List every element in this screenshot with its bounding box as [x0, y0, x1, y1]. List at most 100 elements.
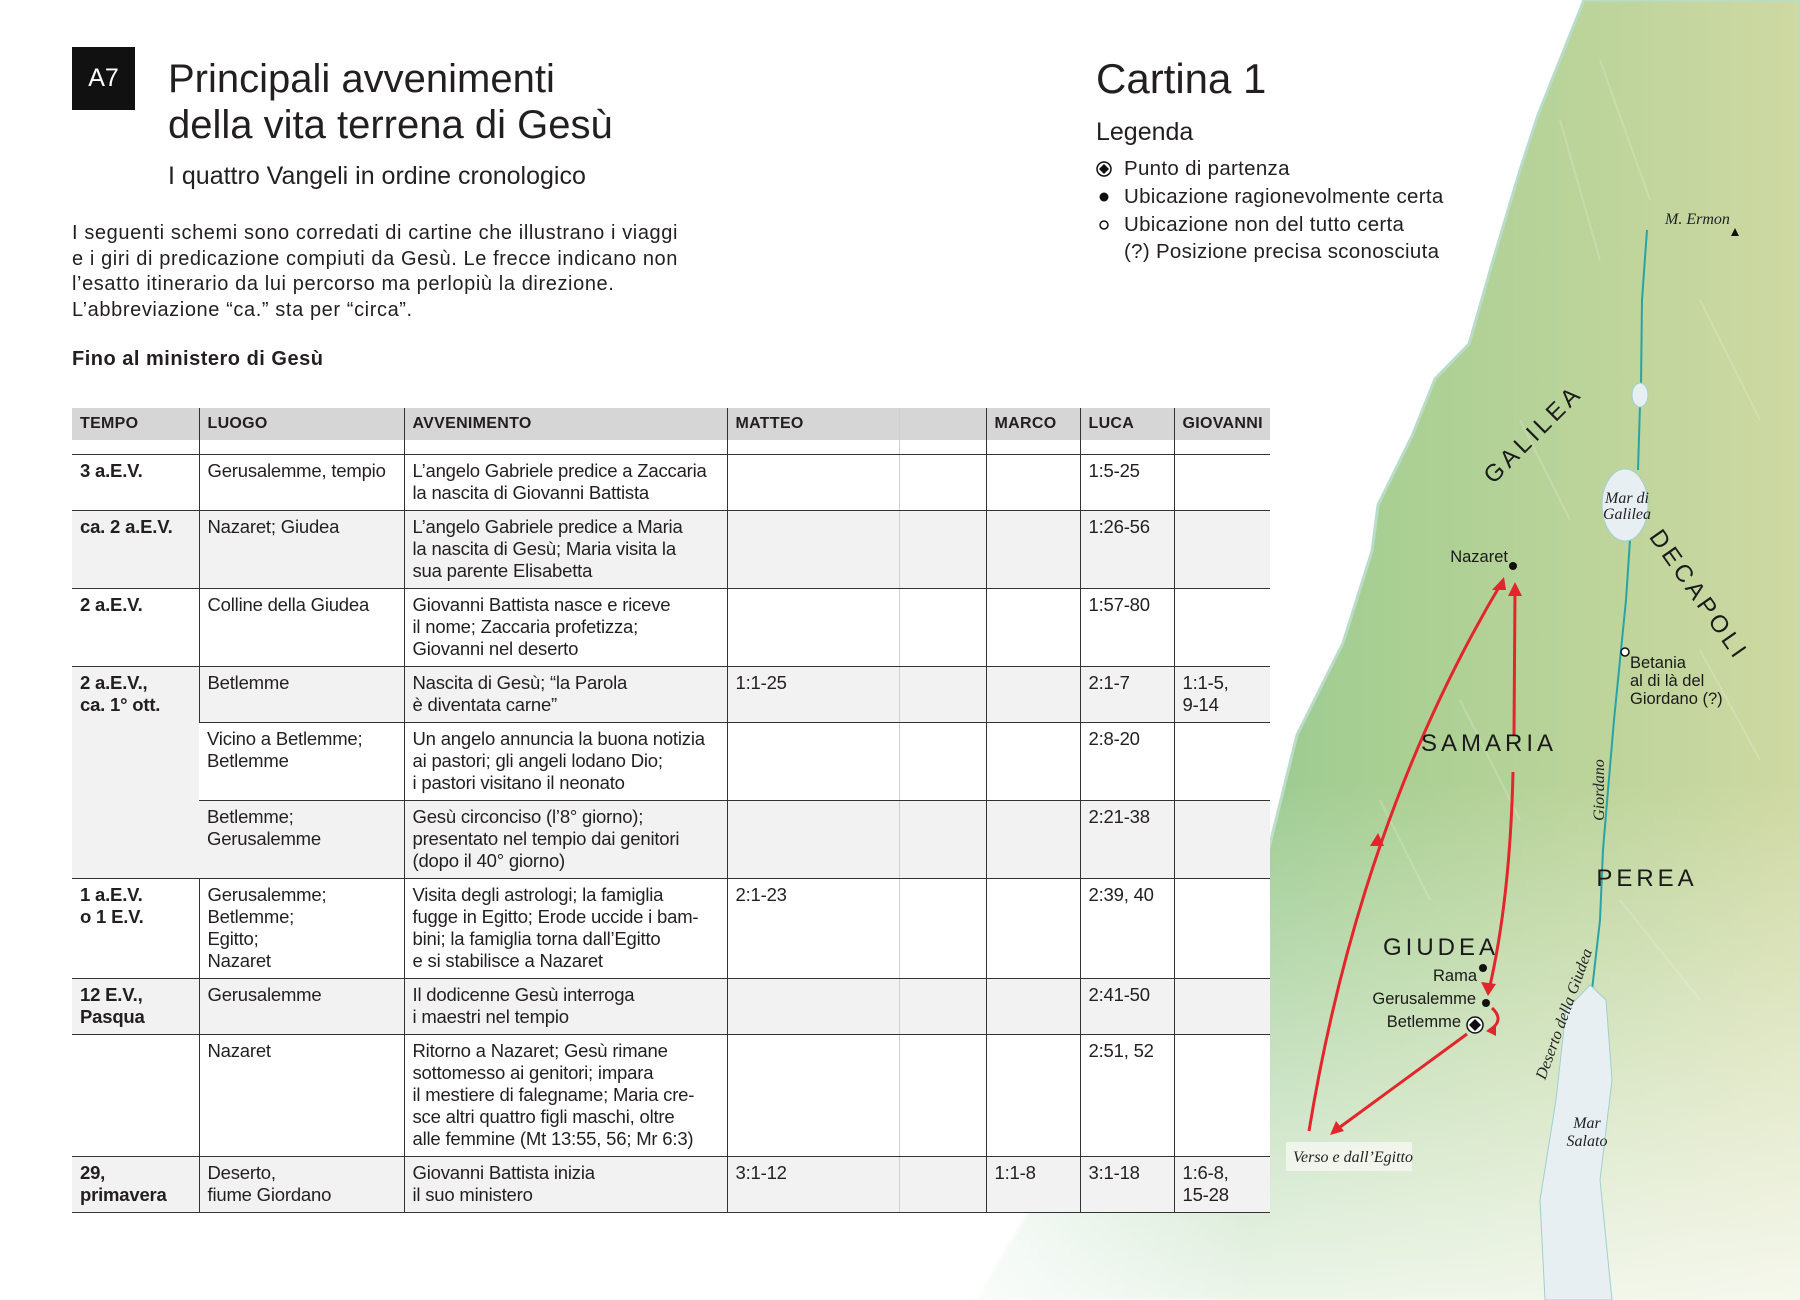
cell-avvenimento: L’angelo Gabriele predice a Zaccaria la …: [403, 454, 727, 511]
gerusalemme-dot: [1482, 999, 1490, 1007]
legend: Punto di partenza Ubicazione ragionevolm…: [1096, 155, 1444, 265]
cell-luca: 2:41-50: [1079, 978, 1174, 1035]
table-row: 1 a.E.V. o 1 E.V. Gerusalemme; Betlemme; …: [72, 878, 1270, 979]
cell-luogo: Colline della Giudea: [198, 588, 404, 667]
cell-giovanni: [1173, 800, 1270, 879]
cell-matteo: 1:1-25: [726, 666, 899, 723]
cell-tempo: ca. 2 a.E.V.: [72, 510, 199, 589]
route-nazaret-up: [1512, 589, 1517, 736]
cell-marco: [985, 800, 1080, 879]
cell-marco: [985, 722, 1080, 801]
table-row: 2 a.E.V., ca. 1° ott. Betlemme Nascita di …: [72, 666, 1270, 879]
label-mar-galilea-1: Mar di: [1604, 490, 1649, 507]
cell-avvenimento: Visita degli astrologi; la famiglia fugg…: [403, 878, 727, 979]
cell-marco: [985, 454, 1080, 511]
table-row: ca. 2 a.E.V. Nazaret; Giudea L’angelo Gabr…: [72, 510, 1270, 589]
label-betania-2: al di là del: [1630, 672, 1704, 690]
mountain-icon: [1731, 228, 1739, 236]
legend-item-certain: Ubicazione ragionevolmente certa: [1096, 183, 1444, 211]
legend-label: Punto di partenza: [1124, 157, 1290, 180]
nazaret-dot: [1509, 562, 1517, 570]
cell-giovanni: 1:1-5, 9-14: [1173, 666, 1270, 723]
cell-blank: [898, 800, 986, 879]
cell-avvenimento: Gesù circonciso (l’8° giorno); presentat…: [403, 800, 727, 879]
sea-of-galilee: [1601, 468, 1649, 542]
events-table: TEMPO LUOGO AVVENIMENTO MATTEO MARCO LUC…: [72, 408, 1270, 1213]
cell-matteo: 2:1-23: [726, 878, 899, 979]
arrowhead-icon: [1370, 833, 1384, 846]
cell-luca: 2:8-20: [1079, 722, 1174, 801]
cell-avvenimento: Giovanni Battista inizia il suo minister…: [403, 1156, 727, 1213]
label-giudea: GIUDEA: [1383, 934, 1499, 961]
cell-avvenimento: Ritorno a Nazaret; Gesù rimane sottomess…: [403, 1034, 727, 1157]
egitto-label-box: [1286, 1142, 1412, 1171]
routes: [1307, 581, 1517, 1132]
cell-giovanni: [1173, 454, 1270, 511]
label-perea: PEREA: [1596, 865, 1697, 892]
cell-marco: [985, 588, 1080, 667]
cell-avvenimento: Il dodicenne Gesù interroga i maestri ne…: [403, 978, 727, 1035]
cell-matteo: [726, 454, 899, 511]
cell-avvenimento: Nascita di Gesù; “la Parola è diventata …: [403, 666, 727, 723]
cell-tempo: [72, 1034, 199, 1157]
table-row: Nazaret Ritorno a Nazaret; Gesù rimane so…: [72, 1034, 1270, 1157]
cell-marco: [985, 666, 1080, 723]
table-row: 29, primavera Deserto, fiume Giordano Giov…: [72, 1156, 1270, 1213]
label-nazaret: Nazaret: [1450, 548, 1508, 566]
cell-luogo: Betlemme: [198, 666, 404, 723]
col-header-luogo: LUOGO: [198, 408, 404, 440]
legend-label: Ubicazione non del tutto certa: [1124, 213, 1405, 236]
table-row: Vicino a Betlemme; Betlemme Un angelo ann…: [72, 722, 1270, 801]
cell-tempo: 1 a.E.V. o 1 E.V.: [72, 878, 199, 979]
cell-luogo: Vicino a Betlemme; Betlemme: [199, 722, 404, 801]
filled-dot-icon: [1096, 188, 1124, 206]
cell-marco: [985, 1034, 1080, 1157]
cell-giovanni: [1173, 1034, 1270, 1157]
cell-matteo: [726, 588, 899, 667]
col-header-luca: LUCA: [1079, 408, 1174, 440]
cell-luogo: Gerusalemme; Betlemme; Egitto; Nazaret: [198, 878, 404, 979]
starting-point-icon: [1096, 160, 1124, 178]
cell-tempo: 2 a.E.V., ca. 1° ott.: [72, 666, 199, 879]
cell-marco: [985, 878, 1080, 979]
table-header-row: TEMPO LUOGO AVVENIMENTO MATTEO MARCO LUC…: [72, 408, 1270, 440]
page-title: Principali avvenimenti della vita terren…: [168, 56, 613, 148]
cell-avvenimento: Giovanni Battista nasce e riceve il nome…: [403, 588, 727, 667]
cell-giovanni: [1173, 978, 1270, 1035]
table-body: 3 a.E.V. Gerusalemme, tempio L’angelo Gabr…: [72, 454, 1270, 1213]
table-row: 12 E.V., Pasqua Gerusalemme Il dodicenne G…: [72, 978, 1270, 1035]
cell-blank: [898, 454, 986, 511]
page-badge: A7: [72, 47, 135, 110]
cell-luogo: Deserto, fiume Giordano: [198, 1156, 404, 1213]
intro-paragraph: I seguenti schemi sono corredati di cart…: [72, 222, 679, 321]
legend-title: Legenda: [1096, 118, 1194, 146]
legend-item-starting-point: Punto di partenza: [1096, 155, 1444, 183]
arrowhead-icon: [1481, 982, 1496, 996]
starting-point-icon: [1466, 1016, 1484, 1034]
cell-blank: [898, 978, 986, 1035]
cell-luogo: Betlemme; Gerusalemme: [199, 800, 404, 879]
arrowhead-icon: [1492, 577, 1506, 590]
cell-blank: [898, 510, 986, 589]
cell-blank: [898, 722, 986, 801]
cell-blank: [898, 1156, 986, 1213]
betania-circle: [1620, 647, 1630, 657]
col-header-avvenimento: AVVENIMENTO: [403, 408, 727, 440]
cell-tempo: 12 E.V., Pasqua: [72, 978, 199, 1035]
cell-matteo: [726, 510, 899, 589]
cell-marco: [985, 510, 1080, 589]
legend-item-unknown: (?) Posizione precisa sconosciuta: [1096, 239, 1444, 265]
lake-hula: [1631, 382, 1649, 408]
cell-marco: 1:1-8: [985, 1156, 1080, 1213]
table-row: 3 a.E.V. Gerusalemme, tempio L’angelo Gabr…: [72, 454, 1270, 511]
cell-luogo: Nazaret: [198, 1034, 404, 1157]
table-row: Betlemme; Gerusalemme Gesù circonciso (l’…: [72, 800, 1270, 879]
legend-label: Ubicazione ragionevolmente certa: [1124, 185, 1444, 208]
label-betlemme: Betlemme: [1387, 1013, 1461, 1031]
label-samaria: SAMARIA: [1421, 730, 1557, 757]
cell-avvenimento: L’angelo Gabriele predice a Maria la nas…: [403, 510, 727, 589]
table-row: 2 a.E.V. Colline della Giudea Giovanni Bat…: [72, 588, 1270, 667]
cell-luca: 2:1-7: [1079, 666, 1174, 723]
hollow-dot-icon: [1096, 216, 1124, 234]
cell-avvenimento: Un angelo annuncia la buona notizia ai p…: [403, 722, 727, 801]
